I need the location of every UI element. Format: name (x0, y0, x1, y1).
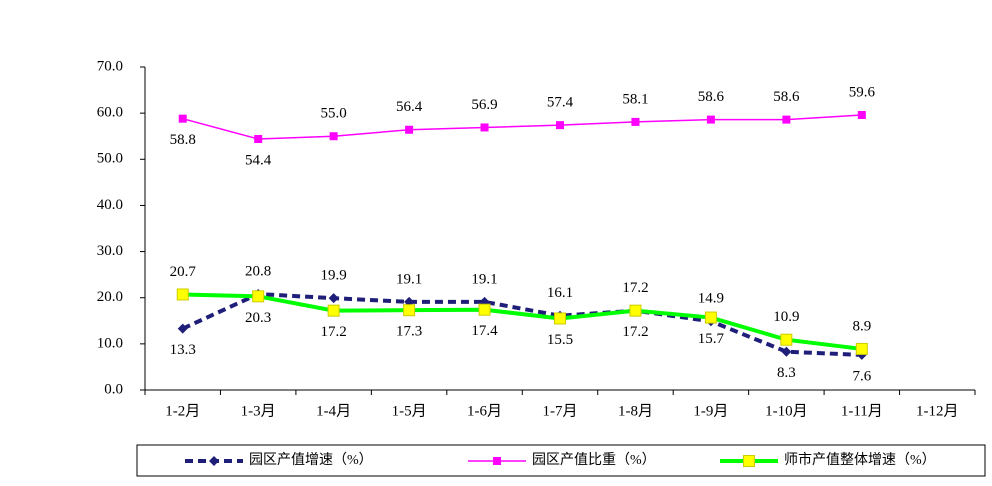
data-label: 56.9 (471, 97, 497, 113)
point (176, 288, 189, 301)
data-label: 57.4 (547, 95, 574, 111)
point (556, 121, 564, 130)
y-tick-label: 60.0 (97, 105, 123, 121)
x-tick-label: 1-5月 (392, 403, 427, 419)
data-label: 54.4 (245, 152, 272, 168)
legend-marker (493, 457, 501, 465)
y-tick-label: 70.0 (97, 58, 123, 74)
data-label: 17.3 (396, 324, 422, 340)
data-label: 59.6 (849, 84, 876, 100)
point (855, 342, 868, 355)
data-label: 17.4 (471, 323, 498, 339)
point (554, 312, 566, 325)
y-tick-label: 40.0 (97, 197, 123, 213)
x-tick-label: 1-7月 (543, 403, 578, 419)
data-label: 15.7 (698, 331, 725, 347)
y-tick-label: 50.0 (97, 151, 123, 167)
point (178, 114, 187, 123)
legend-label: 园区产值比重（%） (532, 452, 656, 468)
point (329, 132, 338, 141)
data-label: 7.6 (852, 368, 871, 384)
series-line (181, 291, 862, 357)
y-tick-label: 10.0 (97, 335, 123, 351)
data-label: 15.5 (547, 332, 573, 348)
point (857, 110, 866, 119)
x-tick-label: 1-12月 (916, 403, 959, 419)
x-tick-label: 1-10月 (765, 403, 808, 419)
point (704, 311, 717, 324)
point (629, 304, 642, 317)
x-tick-label: 1-9月 (693, 403, 728, 419)
point (780, 333, 793, 346)
data-label: 17.2 (622, 280, 648, 296)
data-label: 20.8 (245, 263, 271, 279)
data-label: 19.1 (471, 271, 497, 287)
point (252, 290, 265, 303)
point (782, 115, 791, 124)
series-line (182, 114, 862, 140)
data-label: 13.3 (170, 342, 196, 358)
data-label: 17.2 (622, 324, 648, 340)
data-label: 19.1 (396, 271, 422, 287)
x-tick-label: 1-3月 (241, 403, 276, 419)
point (177, 323, 188, 334)
legend-marker (743, 455, 755, 467)
data-label: 58.6 (773, 89, 800, 105)
point (403, 304, 416, 317)
point (706, 115, 715, 124)
data-label: 58.6 (698, 89, 725, 105)
point (405, 125, 414, 134)
data-label: 17.2 (321, 324, 347, 340)
data-label: 16.1 (547, 285, 573, 301)
y-tick-label: 30.0 (97, 243, 123, 259)
x-tick-label: 1-2月 (165, 403, 200, 419)
point (478, 303, 491, 316)
data-label: 10.9 (773, 309, 799, 325)
legend-box (136, 444, 986, 477)
data-label: 19.9 (321, 268, 347, 284)
point (327, 304, 340, 317)
point (328, 293, 339, 304)
legend-label: 师市产值整体增速（%） (784, 451, 936, 468)
series-line (182, 292, 863, 351)
data-label: 56.4 (396, 99, 423, 115)
data-label: 20.7 (170, 264, 197, 280)
point (254, 134, 263, 143)
x-tick-label: 1-8月 (618, 403, 653, 419)
x-tick-label: 1-4月 (316, 403, 351, 419)
data-label: 8.9 (852, 318, 871, 334)
x-tick-label: 1-11月 (841, 403, 883, 419)
y-tick-label: 0.0 (104, 381, 123, 397)
point (480, 123, 489, 132)
point (781, 346, 792, 357)
data-label: 8.3 (777, 365, 796, 381)
data-label: 14.9 (698, 291, 724, 307)
legend-label: 园区产值增速（%） (249, 452, 373, 468)
legend-marker (209, 456, 219, 466)
data-label: 20.3 (245, 310, 271, 326)
data-label: 58.8 (170, 132, 196, 148)
point (631, 117, 640, 126)
data-label: 55.0 (321, 106, 347, 122)
x-tick-label: 1-6月 (467, 403, 502, 419)
y-tick-label: 20.0 (97, 289, 123, 305)
data-label: 58.1 (622, 91, 648, 107)
